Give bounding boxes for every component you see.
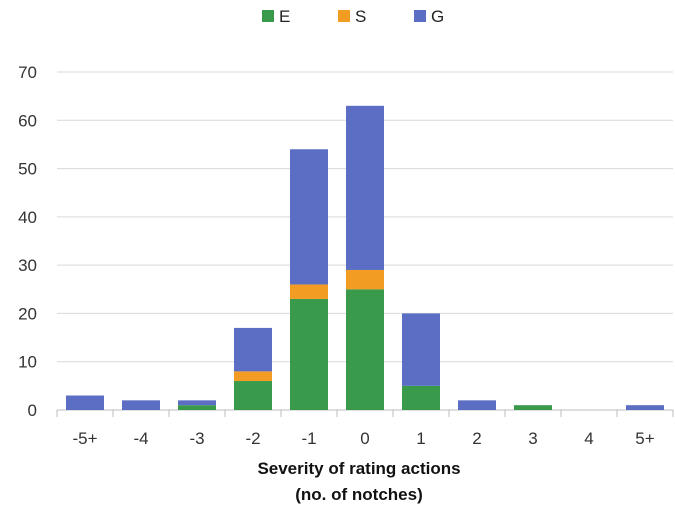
y-tick-label: 0 [28, 401, 37, 420]
bar-segment-g [178, 400, 216, 406]
bar-segment-g [234, 327, 272, 372]
bar-segment-g [346, 105, 384, 270]
bar-segment-e [514, 405, 552, 410]
legend-swatch-e [262, 10, 274, 22]
x-tick-label: 3 [528, 429, 537, 448]
y-tick-label: 20 [18, 304, 37, 323]
x-tick-label: -3 [189, 429, 204, 448]
bar-segment-g [458, 400, 496, 410]
y-tick-label: 10 [18, 353, 37, 372]
x-tick-label: 4 [584, 429, 593, 448]
bar-segment-e [178, 405, 216, 410]
bar-segment-s [234, 371, 272, 382]
bars [66, 105, 664, 410]
bar-segment-g [66, 395, 104, 410]
bar-segment-s [346, 269, 384, 290]
x-tick-label: -5+ [72, 429, 97, 448]
bar-segment-e [290, 298, 328, 410]
bar-segment-g [122, 400, 160, 410]
x-tick-label: 5+ [635, 429, 654, 448]
x-tick-label: -1 [301, 429, 316, 448]
y-tick-label: 60 [18, 111, 37, 130]
legend-swatch-g [414, 10, 426, 22]
x-axis-ticks: -5+ -4 -3 -2 -1 0 1 2 3 4 5+ [56, 410, 674, 448]
y-tick-label: 70 [18, 63, 37, 82]
x-tick-label: -2 [245, 429, 260, 448]
y-tick-label: 40 [18, 208, 37, 227]
x-tick-label: 2 [472, 429, 481, 448]
bar-segment-s [290, 284, 328, 299]
x-tick-label: -4 [133, 429, 148, 448]
x-tick-label: 1 [416, 429, 425, 448]
bar-segment-e [346, 289, 384, 410]
legend-label-e: E [279, 7, 290, 26]
x-tick-label: 0 [360, 429, 369, 448]
bar-segment-g [626, 405, 664, 410]
bar-segment-g [402, 313, 440, 386]
bar-segment-g [290, 149, 328, 285]
legend-label-g: G [431, 7, 444, 26]
bar-segment-e [402, 385, 440, 410]
legend-swatch-s [338, 10, 350, 22]
y-tick-label: 30 [18, 256, 37, 275]
x-axis-label-line-1: Severity of rating actions [257, 459, 460, 478]
x-axis-label-line-2: (no. of notches) [295, 485, 422, 504]
y-tick-label: 50 [18, 160, 37, 179]
legend-label-s: S [355, 7, 366, 26]
bar-segment-e [234, 381, 272, 410]
y-axis-ticks: 0 10 20 30 40 50 60 70 [18, 63, 37, 420]
